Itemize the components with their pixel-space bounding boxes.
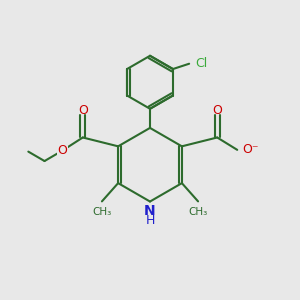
Text: N: N (144, 204, 156, 218)
Text: O: O (57, 144, 67, 157)
Text: O: O (78, 104, 88, 118)
Text: O: O (212, 104, 222, 118)
Text: Cl: Cl (196, 57, 208, 70)
Text: CH₃: CH₃ (92, 207, 112, 217)
Text: CH₃: CH₃ (188, 207, 208, 217)
Text: H: H (145, 214, 155, 227)
Text: O⁻: O⁻ (242, 143, 259, 156)
